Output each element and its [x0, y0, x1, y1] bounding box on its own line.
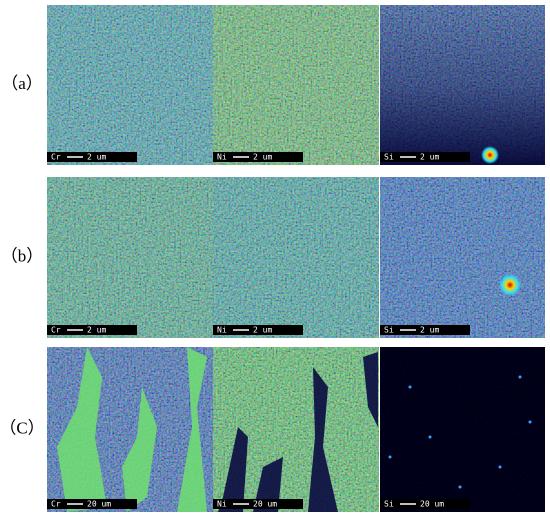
map-noise	[213, 177, 379, 338]
map-noise	[213, 5, 379, 165]
map-noise	[380, 347, 545, 512]
si-particle	[528, 420, 532, 424]
scale-band	[380, 325, 470, 335]
scale-label: 2 um	[253, 326, 272, 335]
cr-rich-region	[177, 347, 207, 512]
cr-rich-region	[122, 387, 157, 512]
scale-band	[380, 152, 470, 162]
map-shade	[380, 5, 545, 165]
map-panel: Ni 20 um	[213, 347, 379, 512]
ni-depleted-region	[308, 367, 338, 512]
map-noise	[47, 5, 213, 165]
si-particle	[388, 455, 392, 459]
map-panel: Si 20 um	[380, 347, 545, 512]
si-particle	[518, 375, 522, 379]
scale-band	[213, 499, 303, 509]
map-panel: Cr 20 um	[47, 347, 213, 512]
si-particle	[458, 485, 462, 489]
row-label: （C）	[0, 418, 45, 437]
element-label: Cr	[51, 326, 61, 335]
element-label: Ni	[217, 500, 227, 509]
si-particle	[408, 385, 412, 389]
scale-band	[213, 152, 303, 162]
scale-label: 20 um	[420, 500, 444, 509]
hot-spot	[481, 146, 499, 164]
row-label: （a）	[1, 74, 43, 93]
map-panel: Cr 2 um	[47, 5, 213, 165]
map-panel: Si 2 um	[380, 5, 545, 165]
si-particle	[498, 465, 502, 469]
map-panel: Si 2 um	[380, 177, 545, 338]
cr-rich-region	[57, 347, 107, 512]
map-panel: Ni 2 um	[213, 5, 379, 165]
scale-label: 2 um	[420, 326, 439, 335]
scale-band	[380, 499, 470, 509]
ni-depleted-region	[363, 352, 378, 427]
element-label: Cr	[51, 153, 61, 162]
element-label: Si	[384, 153, 394, 162]
scale-band	[47, 499, 137, 509]
scale-label: 2 um	[420, 153, 439, 162]
scale-label: 20 um	[87, 500, 111, 509]
si-particle	[428, 435, 432, 439]
hot-spot	[499, 274, 521, 296]
scale-label: 2 um	[87, 326, 106, 335]
row-label: （b）	[1, 246, 44, 265]
map-panel: Cr 2 um	[47, 177, 213, 338]
ni-depleted-region	[218, 427, 248, 512]
ni-depleted-region	[253, 457, 283, 512]
element-label: Cr	[51, 500, 61, 509]
scale-band	[47, 152, 137, 162]
map-panel: Ni 2 um	[213, 177, 379, 338]
scale-band	[47, 325, 137, 335]
map-noise	[47, 177, 213, 338]
scale-band	[213, 325, 303, 335]
element-label: Ni	[217, 153, 227, 162]
scale-label: 2 um	[87, 153, 106, 162]
map-noise	[380, 177, 545, 338]
element-label: Si	[384, 326, 394, 335]
element-label: Ni	[217, 326, 227, 335]
scale-label: 2 um	[253, 153, 272, 162]
scale-label: 20 um	[253, 500, 277, 509]
element-label: Si	[384, 500, 394, 509]
